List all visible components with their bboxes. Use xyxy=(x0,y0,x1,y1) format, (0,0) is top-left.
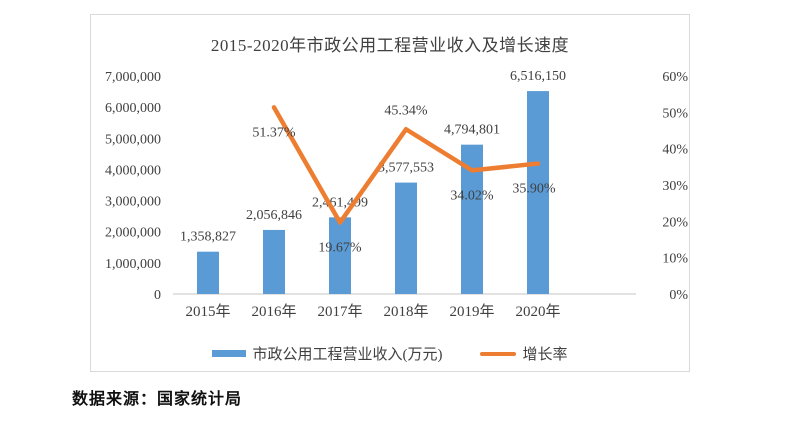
svg-text:1,000,000: 1,000,000 xyxy=(105,257,161,272)
svg-text:2,056,846: 2,056,846 xyxy=(246,208,302,223)
svg-text:0: 0 xyxy=(154,288,161,303)
data-source-note: 数据来源：国家统计局 xyxy=(72,391,243,408)
svg-text:3,000,000: 3,000,000 xyxy=(105,195,161,210)
legend-label-growth: 增长率 xyxy=(522,347,568,363)
legend-item-revenue: 市政公用工程营业收入(万元) xyxy=(212,343,442,364)
legend-label-revenue: 市政公用工程营业收入(万元) xyxy=(252,347,443,363)
svg-text:2017年: 2017年 xyxy=(317,303,362,320)
svg-text:6,516,150: 6,516,150 xyxy=(510,69,566,84)
chart-legend: 市政公用工程营业收入(万元) 增长率 xyxy=(91,343,689,364)
bar-series-swatch xyxy=(212,350,247,357)
legend-item-growth: 增长率 xyxy=(480,343,568,364)
svg-text:7,000,000: 7,000,000 xyxy=(105,70,161,85)
svg-text:35.90%: 35.90% xyxy=(512,182,556,197)
svg-text:1,358,827: 1,358,827 xyxy=(180,230,236,245)
svg-text:51.37%: 51.37% xyxy=(252,125,296,140)
svg-text:2016年: 2016年 xyxy=(251,303,296,320)
svg-text:40%: 40% xyxy=(662,143,688,158)
combo-chart: 0 1,000,000 2,000,000 3,000,000 4,000,000 5,0… xyxy=(105,69,688,320)
svg-text:2018年: 2018年 xyxy=(383,303,428,320)
svg-text:3,577,553: 3,577,553 xyxy=(378,161,434,176)
svg-text:2019年: 2019年 xyxy=(449,303,494,320)
svg-text:5,000,000: 5,000,000 xyxy=(105,132,161,147)
svg-text:34.02%: 34.02% xyxy=(450,188,494,203)
chart-title: 2015-2020年市政公用工程营业收入及增长速度 xyxy=(210,36,570,55)
svg-text:4,000,000: 4,000,000 xyxy=(105,163,161,178)
svg-text:45.34%: 45.34% xyxy=(384,103,428,118)
svg-text:20%: 20% xyxy=(662,215,688,230)
svg-text:4,794,801: 4,794,801 xyxy=(444,123,500,138)
svg-text:30%: 30% xyxy=(662,179,688,194)
svg-text:6,000,000: 6,000,000 xyxy=(105,101,161,116)
svg-text:2020年: 2020年 xyxy=(515,303,560,320)
svg-text:10%: 10% xyxy=(662,252,688,267)
svg-text:60%: 60% xyxy=(662,70,688,85)
svg-text:2015年: 2015年 xyxy=(185,303,230,320)
svg-text:19.67%: 19.67% xyxy=(318,241,362,256)
svg-text:2,000,000: 2,000,000 xyxy=(105,226,161,241)
svg-text:50%: 50% xyxy=(662,106,688,121)
svg-text:0%: 0% xyxy=(669,288,688,303)
line-series-swatch xyxy=(480,351,517,356)
chart-frame: 2015-2020年市政公用工程营业收入及增长速度 0 1,000,000 2,00… xyxy=(90,14,690,372)
